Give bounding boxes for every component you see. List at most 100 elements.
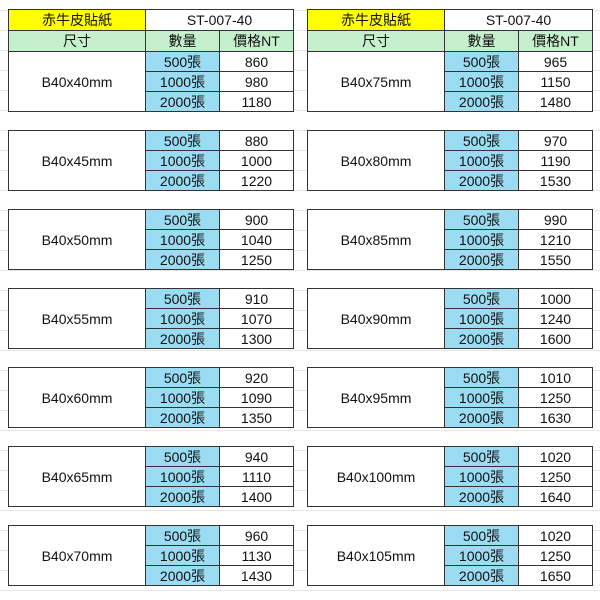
quantity-cell[interactable]: 1000張 [145,466,220,487]
quantity-cell[interactable]: 500張 [444,525,519,546]
product-code-cell[interactable]: ST-007-40 [444,9,593,31]
size-cell[interactable]: B40x75mm [307,51,445,112]
quantity-cell[interactable]: 500張 [444,130,519,151]
quantity-cell[interactable]: 2000張 [444,328,519,349]
size-cell[interactable]: B40x50mm [8,209,146,270]
price-cell[interactable]: 1000 [518,288,593,309]
size-cell[interactable]: B40x105mm [307,525,445,586]
title-cell[interactable]: 赤牛皮貼紙 [8,9,146,31]
quantity-cell[interactable]: 2000張 [145,486,220,507]
price-cell[interactable]: 1210 [518,229,593,250]
quantity-cell[interactable]: 2000張 [145,249,220,270]
price-cell[interactable]: 1300 [219,328,294,349]
price-cell[interactable]: 1250 [518,466,593,487]
quantity-cell[interactable]: 2000張 [145,565,220,586]
quantity-cell[interactable]: 1000張 [145,229,220,250]
quantity-cell[interactable]: 500張 [145,130,220,151]
price-cell[interactable]: 1430 [219,565,294,586]
quantity-cell[interactable]: 500張 [444,288,519,309]
quantity-cell[interactable]: 500張 [145,367,220,388]
price-cell[interactable]: 960 [219,525,294,546]
quantity-cell[interactable]: 500張 [145,446,220,467]
price-cell[interactable]: 1000 [219,150,294,171]
header-quantity[interactable]: 數量 [444,30,519,52]
price-cell[interactable]: 1040 [219,229,294,250]
header-quantity[interactable]: 數量 [145,30,220,52]
header-size[interactable]: 尺寸 [8,30,146,52]
size-cell[interactable]: B40x80mm [307,130,445,191]
price-cell[interactable]: 860 [219,51,294,72]
quantity-cell[interactable]: 1000張 [444,229,519,250]
price-cell[interactable]: 1150 [518,71,593,92]
price-cell[interactable]: 970 [518,130,593,151]
quantity-cell[interactable]: 500張 [444,51,519,72]
price-cell[interactable]: 965 [518,51,593,72]
quantity-cell[interactable]: 500張 [444,367,519,388]
header-price[interactable]: 價格NT [518,30,593,52]
quantity-cell[interactable]: 500張 [145,525,220,546]
quantity-cell[interactable]: 2000張 [145,170,220,191]
price-cell[interactable]: 1530 [518,170,593,191]
size-cell[interactable]: B40x70mm [8,525,146,586]
size-cell[interactable]: B40x45mm [8,130,146,191]
price-cell[interactable]: 1480 [518,91,593,112]
quantity-cell[interactable]: 2000張 [444,565,519,586]
quantity-cell[interactable]: 1000張 [145,545,220,566]
price-cell[interactable]: 1630 [518,407,593,428]
price-cell[interactable]: 1190 [518,150,593,171]
size-cell[interactable]: B40x95mm [307,367,445,428]
price-cell[interactable]: 1020 [518,525,593,546]
quantity-cell[interactable]: 2000張 [444,170,519,191]
quantity-cell[interactable]: 1000張 [444,71,519,92]
price-cell[interactable]: 1020 [518,446,593,467]
price-cell[interactable]: 1640 [518,486,593,507]
title-cell[interactable]: 赤牛皮貼紙 [307,9,445,31]
price-cell[interactable]: 1550 [518,249,593,270]
price-cell[interactable]: 920 [219,367,294,388]
price-cell[interactable]: 1010 [518,367,593,388]
header-price[interactable]: 價格NT [219,30,294,52]
price-cell[interactable]: 1110 [219,466,294,487]
price-cell[interactable]: 1250 [219,249,294,270]
quantity-cell[interactable]: 1000張 [145,308,220,329]
price-cell[interactable]: 1220 [219,170,294,191]
quantity-cell[interactable]: 2000張 [444,91,519,112]
quantity-cell[interactable]: 500張 [145,288,220,309]
price-cell[interactable]: 1070 [219,308,294,329]
price-cell[interactable]: 880 [219,130,294,151]
quantity-cell[interactable]: 1000張 [444,387,519,408]
quantity-cell[interactable]: 2000張 [444,249,519,270]
quantity-cell[interactable]: 500張 [444,446,519,467]
price-cell[interactable]: 1650 [518,565,593,586]
quantity-cell[interactable]: 500張 [444,209,519,230]
price-cell[interactable]: 1250 [518,545,593,566]
size-cell[interactable]: B40x55mm [8,288,146,349]
quantity-cell[interactable]: 1000張 [145,150,220,171]
price-cell[interactable]: 900 [219,209,294,230]
product-code-cell[interactable]: ST-007-40 [145,9,294,31]
quantity-cell[interactable]: 1000張 [145,387,220,408]
price-cell[interactable]: 940 [219,446,294,467]
quantity-cell[interactable]: 2000張 [145,91,220,112]
price-cell[interactable]: 1400 [219,486,294,507]
size-cell[interactable]: B40x60mm [8,367,146,428]
price-cell[interactable]: 1600 [518,328,593,349]
size-cell[interactable]: B40x65mm [8,446,146,507]
size-cell[interactable]: B40x100mm [307,446,445,507]
size-cell[interactable]: B40x90mm [307,288,445,349]
size-cell[interactable]: B40x40mm [8,51,146,112]
price-cell[interactable]: 1240 [518,308,593,329]
price-cell[interactable]: 910 [219,288,294,309]
header-size[interactable]: 尺寸 [307,30,445,52]
quantity-cell[interactable]: 1000張 [444,466,519,487]
size-cell[interactable]: B40x85mm [307,209,445,270]
quantity-cell[interactable]: 2000張 [444,407,519,428]
quantity-cell[interactable]: 1000張 [444,150,519,171]
quantity-cell[interactable]: 2000張 [145,328,220,349]
price-cell[interactable]: 1180 [219,91,294,112]
quantity-cell[interactable]: 1000張 [145,71,220,92]
quantity-cell[interactable]: 2000張 [444,486,519,507]
quantity-cell[interactable]: 1000張 [444,545,519,566]
quantity-cell[interactable]: 500張 [145,209,220,230]
price-cell[interactable]: 1130 [219,545,294,566]
